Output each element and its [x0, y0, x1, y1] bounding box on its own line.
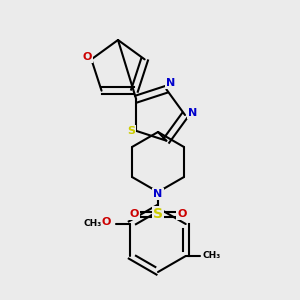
- Text: S: S: [127, 126, 135, 136]
- Text: O: O: [177, 209, 187, 219]
- Text: N: N: [153, 189, 163, 199]
- Text: CH₃: CH₃: [83, 220, 101, 229]
- Text: N: N: [166, 78, 175, 88]
- Text: O: O: [83, 52, 92, 62]
- Text: CH₃: CH₃: [202, 251, 221, 260]
- Text: N: N: [188, 108, 198, 118]
- Text: O: O: [129, 209, 139, 219]
- Text: O: O: [102, 217, 111, 227]
- Text: S: S: [153, 207, 163, 221]
